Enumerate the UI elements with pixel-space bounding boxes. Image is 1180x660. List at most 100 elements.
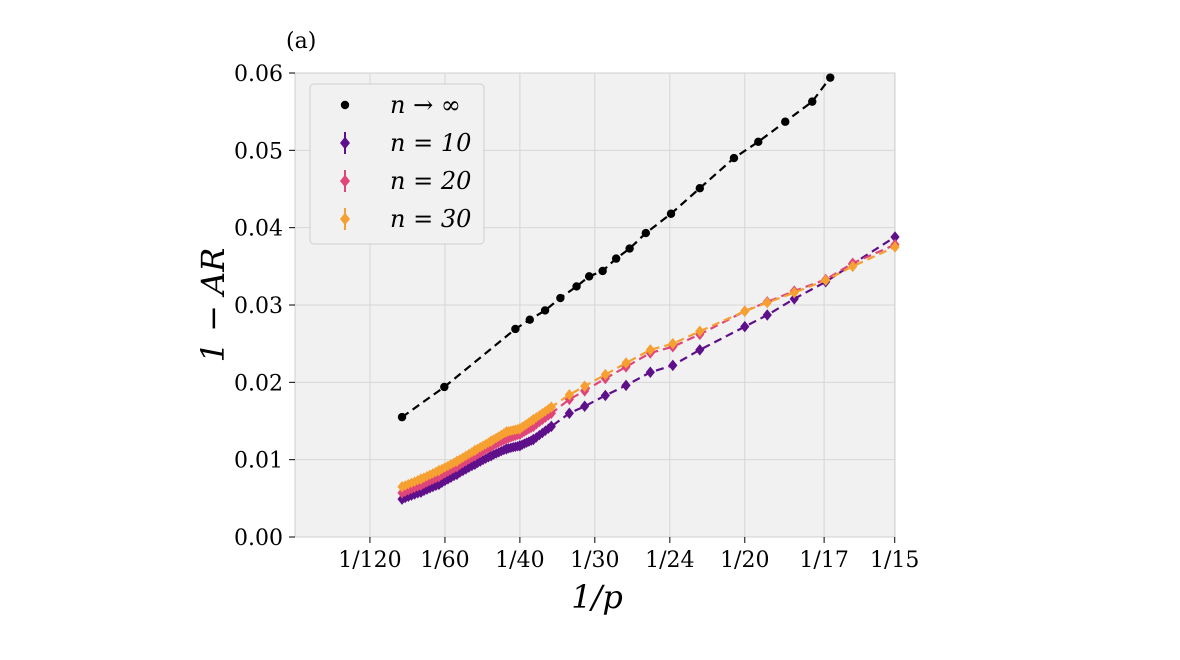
legend-item: n = 30 (340, 205, 471, 233)
data-point (580, 400, 590, 413)
data-point (397, 412, 407, 422)
data-point (541, 412, 550, 423)
x-tick-label: 1/20 (720, 548, 769, 573)
data-point (528, 413, 538, 426)
legend-label: n → ∞ (390, 91, 461, 119)
data-point (754, 137, 763, 147)
data-point (668, 359, 678, 372)
data-point (525, 315, 534, 324)
data-point (556, 293, 565, 303)
data-point (789, 293, 799, 305)
data-point (440, 382, 449, 392)
data-point (544, 403, 553, 415)
data-point (695, 184, 704, 193)
x-tick-label: 1/60 (420, 548, 469, 573)
data-point (501, 443, 511, 455)
legend: n → ∞ n = 10 n = 20 n = 30 (309, 83, 485, 245)
data-point (340, 136, 350, 150)
x-axis-label: 1/p (571, 578, 623, 616)
data-point (621, 357, 631, 369)
data-point (511, 324, 520, 334)
data-point (546, 401, 556, 413)
data-point (572, 282, 581, 291)
data-point (397, 480, 407, 493)
data-point (541, 425, 550, 437)
y-tick-label: 0.04 (234, 217, 283, 242)
data-point (826, 73, 835, 82)
data-point (397, 493, 407, 505)
series-3 (397, 241, 900, 493)
data-point (546, 420, 556, 433)
data-point (452, 468, 462, 481)
x-tick-label: 1/40 (495, 548, 544, 573)
x-tick-label: 1/30 (570, 548, 619, 573)
data-point (821, 274, 831, 287)
data-point (540, 306, 550, 315)
x-tick-label: 1/24 (645, 548, 694, 573)
legend-box (309, 83, 485, 245)
data-point (729, 153, 739, 163)
data-point (695, 344, 705, 356)
data-point (890, 241, 900, 253)
data-point (546, 407, 556, 420)
y-tick-label: 0.02 (234, 371, 283, 396)
data-point (470, 444, 480, 457)
data-point (544, 423, 553, 434)
data-point (789, 286, 799, 299)
panel-label: (a) (286, 29, 316, 54)
legend-label: n = 10 (390, 129, 471, 157)
data-point (397, 487, 407, 499)
data-point (501, 426, 511, 438)
legend-label: n = 20 (390, 167, 471, 195)
data-point (762, 309, 772, 321)
data-point (808, 97, 817, 106)
data-point (740, 320, 750, 333)
y-axis-ticks: 0.00 0.01 0.02 0.03 0.04 0.05 0.06 (234, 62, 295, 551)
data-point (625, 244, 634, 253)
legend-item: n = 20 (340, 167, 471, 195)
data-point (762, 296, 772, 309)
data-point (538, 408, 547, 419)
data-point (538, 427, 547, 439)
data-point (600, 368, 610, 381)
data-point (340, 100, 350, 110)
data-point (611, 254, 621, 263)
data-point (598, 266, 607, 276)
data-point (781, 117, 790, 126)
data-point (340, 174, 350, 188)
x-axis-ticks: 1/120 1/60 1/40 1/30 1/24 1/20 1/17 1/15 (338, 537, 919, 573)
series-layer (397, 73, 900, 505)
y-tick-label: 0.00 (234, 526, 283, 551)
data-point (645, 366, 655, 379)
data-point (452, 455, 462, 467)
data-point (416, 473, 426, 485)
data-point (434, 464, 444, 477)
data-point (668, 337, 678, 350)
x-tick-label: 1/120 (338, 548, 401, 573)
legend-item: n → ∞ (340, 91, 461, 119)
y-axis-label: 1 − AR (194, 248, 232, 363)
y-tick-label: 0.01 (234, 449, 283, 474)
series-line (401, 236, 896, 501)
data-point (740, 305, 750, 317)
data-point (528, 433, 538, 446)
data-point (515, 422, 525, 435)
data-point (564, 388, 574, 401)
data-point (580, 380, 590, 392)
data-point (416, 486, 426, 498)
data-point (564, 407, 574, 420)
data-point (515, 439, 525, 452)
data-point (641, 228, 651, 238)
x-tick-label: 1/15 (870, 548, 919, 573)
data-point (486, 435, 496, 447)
y-tick-label: 0.06 (234, 62, 283, 87)
data-point (541, 405, 550, 417)
data-point (486, 450, 496, 462)
data-point (340, 212, 350, 226)
series-0 (397, 73, 835, 422)
data-point (666, 209, 676, 218)
data-point (584, 272, 594, 281)
data-point (600, 389, 610, 402)
data-point (416, 479, 426, 491)
